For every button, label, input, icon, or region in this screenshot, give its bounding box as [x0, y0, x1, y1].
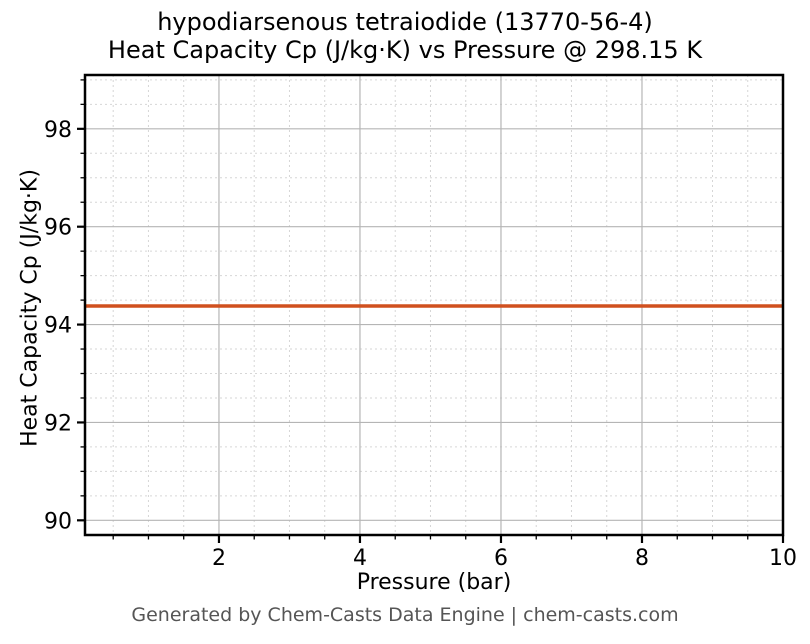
axis-ticks — [77, 79, 785, 543]
footer-caption: Generated by Chem-Casts Data Engine | ch… — [131, 604, 679, 626]
y-tick-label: 96 — [44, 216, 72, 241]
tick-labels: 2 4 6 8 10 90 92 94 96 98 — [44, 118, 797, 571]
x-tick-label: 4 — [353, 546, 367, 571]
y-tick-label: 94 — [44, 314, 72, 339]
x-tick-label: 10 — [769, 546, 797, 571]
axes-spines — [83, 73, 785, 537]
y-tick-label: 98 — [44, 118, 72, 143]
chart-title: hypodiarsenous tetraiodide (13770-56-4) … — [0, 8, 810, 64]
x-tick-label: 6 — [494, 546, 508, 571]
chart-title-line2: Heat Capacity Cp (J/kg·K) vs Pressure @ … — [107, 36, 703, 64]
x-axis-label: Pressure (bar) — [356, 570, 512, 595]
x-tick-label: 2 — [212, 546, 226, 571]
x-tick-label: 8 — [635, 546, 649, 571]
y-tick-label: 90 — [44, 509, 72, 534]
y-tick-label: 92 — [44, 411, 72, 436]
chart-title-line1: hypodiarsenous tetraiodide (13770-56-4) — [157, 8, 653, 36]
y-axis-label: Heat Capacity Cp (J/kg·K) — [17, 169, 43, 447]
